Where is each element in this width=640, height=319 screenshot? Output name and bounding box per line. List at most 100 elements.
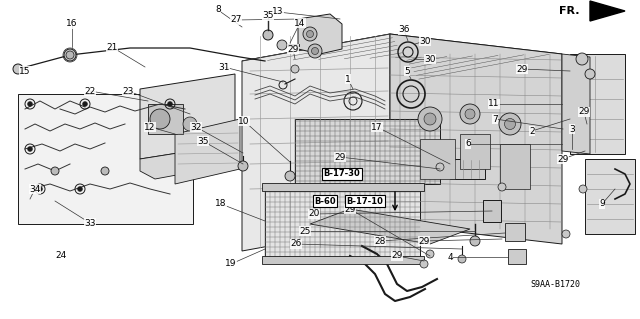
Text: 33: 33 — [84, 219, 96, 227]
Text: 20: 20 — [308, 210, 320, 219]
Bar — [450, 159, 485, 179]
Text: 29: 29 — [516, 64, 528, 73]
Polygon shape — [140, 74, 235, 159]
Circle shape — [303, 27, 317, 41]
Text: 36: 36 — [398, 26, 410, 34]
Text: 3: 3 — [569, 124, 575, 133]
Text: 35: 35 — [262, 11, 274, 20]
Text: 35: 35 — [197, 137, 209, 145]
Polygon shape — [175, 119, 240, 184]
Circle shape — [426, 250, 434, 258]
Circle shape — [465, 109, 475, 119]
Circle shape — [238, 161, 248, 171]
Polygon shape — [242, 34, 390, 251]
Circle shape — [66, 51, 74, 59]
Bar — [505, 223, 525, 241]
Text: 29: 29 — [419, 236, 429, 246]
Text: 23: 23 — [122, 86, 134, 95]
Polygon shape — [242, 34, 562, 81]
Bar — [295, 119, 440, 184]
Text: 17: 17 — [371, 122, 383, 131]
Circle shape — [28, 146, 33, 152]
Text: 21: 21 — [106, 42, 118, 51]
Circle shape — [576, 53, 588, 65]
Circle shape — [312, 48, 319, 55]
Text: 12: 12 — [144, 122, 156, 131]
Text: 27: 27 — [230, 16, 242, 25]
Bar — [460, 134, 490, 169]
Bar — [148, 104, 183, 134]
Bar — [508, 249, 526, 264]
Circle shape — [460, 104, 480, 124]
Text: 29: 29 — [344, 204, 356, 213]
Circle shape — [504, 118, 515, 130]
Circle shape — [263, 30, 273, 40]
Circle shape — [277, 40, 287, 50]
Text: B-60: B-60 — [314, 197, 336, 205]
Bar — [420, 139, 455, 179]
Text: 30: 30 — [419, 36, 431, 46]
Polygon shape — [390, 34, 562, 244]
Text: 32: 32 — [190, 122, 202, 131]
Text: 25: 25 — [300, 226, 310, 235]
Text: 16: 16 — [67, 19, 77, 28]
Circle shape — [38, 187, 42, 191]
Bar — [265, 184, 420, 259]
Bar — [570, 54, 625, 154]
Text: 29: 29 — [557, 154, 569, 164]
Polygon shape — [562, 54, 590, 154]
Circle shape — [579, 185, 587, 193]
Circle shape — [562, 230, 570, 238]
Text: 13: 13 — [272, 8, 284, 17]
Circle shape — [291, 65, 299, 73]
Text: B-17-10: B-17-10 — [347, 197, 383, 205]
Text: 1: 1 — [345, 75, 351, 84]
Circle shape — [418, 107, 442, 131]
Circle shape — [83, 101, 88, 107]
Circle shape — [498, 183, 506, 191]
Circle shape — [436, 163, 444, 171]
Text: 29: 29 — [334, 152, 346, 161]
Text: 30: 30 — [424, 55, 436, 63]
Circle shape — [420, 260, 428, 268]
Text: 2: 2 — [529, 127, 535, 136]
Circle shape — [64, 49, 76, 61]
Circle shape — [458, 255, 466, 263]
Text: 31: 31 — [218, 63, 230, 71]
Circle shape — [499, 113, 521, 135]
Polygon shape — [590, 1, 625, 21]
Bar — [483, 200, 501, 222]
Text: 24: 24 — [56, 251, 67, 261]
Text: 10: 10 — [238, 116, 250, 125]
Text: 11: 11 — [488, 100, 500, 108]
Text: S9AA-B1720: S9AA-B1720 — [530, 280, 580, 289]
Text: 18: 18 — [215, 199, 227, 209]
Circle shape — [183, 117, 197, 131]
Text: B-17-30: B-17-30 — [324, 169, 360, 179]
Circle shape — [285, 171, 295, 181]
Text: 15: 15 — [19, 66, 31, 76]
Bar — [18, 94, 193, 224]
Text: 9: 9 — [599, 199, 605, 209]
Bar — [585, 159, 635, 234]
Text: FR.: FR. — [559, 6, 580, 16]
Text: 5: 5 — [404, 66, 410, 76]
Text: 34: 34 — [29, 184, 41, 194]
Circle shape — [51, 167, 59, 175]
Text: 14: 14 — [294, 19, 306, 27]
Circle shape — [168, 101, 173, 107]
Bar — [262, 183, 424, 191]
Polygon shape — [310, 209, 470, 244]
Circle shape — [424, 113, 436, 125]
Text: 29: 29 — [579, 108, 589, 116]
Circle shape — [28, 101, 33, 107]
Text: 19: 19 — [225, 259, 237, 269]
Circle shape — [470, 236, 480, 246]
Text: 6: 6 — [465, 139, 471, 149]
Polygon shape — [298, 14, 342, 54]
Circle shape — [308, 44, 322, 58]
Text: 7: 7 — [492, 115, 498, 123]
Text: 4: 4 — [447, 253, 453, 262]
Bar — [262, 256, 424, 264]
Circle shape — [77, 187, 83, 191]
